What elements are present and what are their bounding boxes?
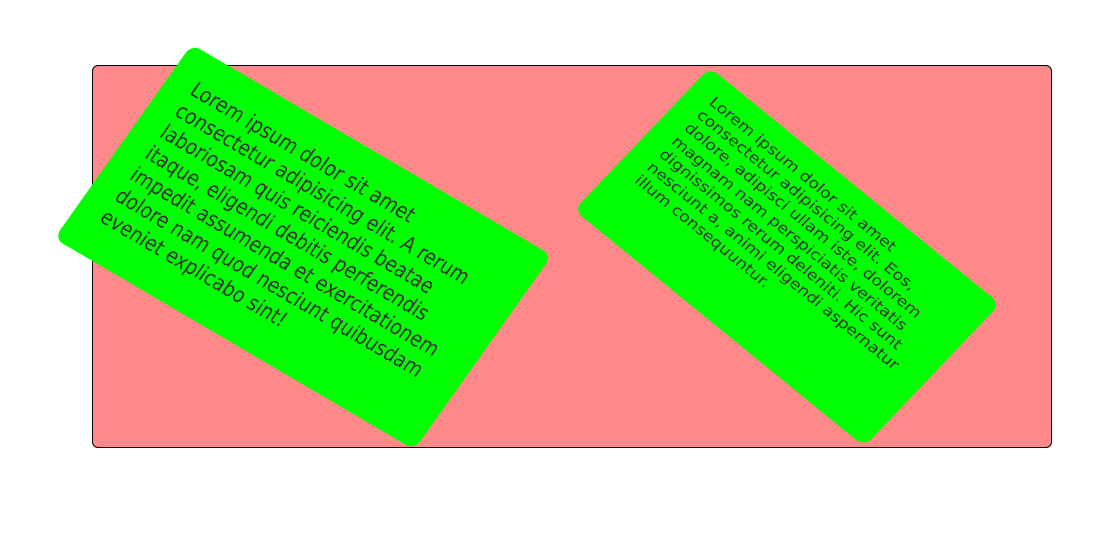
page-canvas: Lorem ipsum dolor sit amet consectetur a… — [54, 44, 1052, 450]
